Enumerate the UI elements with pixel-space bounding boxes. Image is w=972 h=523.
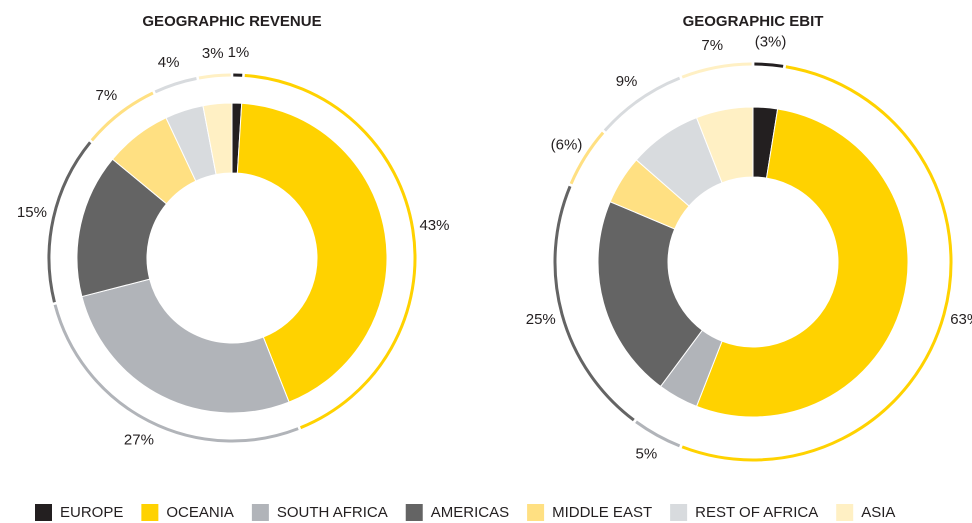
donut-slice bbox=[695, 106, 754, 184]
chart-title: GEOGRAPHIC EBIT bbox=[683, 13, 824, 30]
legend-label: OCEANIA bbox=[166, 504, 234, 521]
legend-label: MIDDLE EAST bbox=[552, 504, 652, 521]
ring-arc bbox=[47, 141, 92, 303]
legend-swatch bbox=[405, 504, 423, 521]
ring-arc bbox=[569, 131, 605, 185]
donut-slice bbox=[695, 108, 909, 418]
legend-swatch bbox=[670, 504, 688, 521]
legend-label: EUROPE bbox=[60, 504, 123, 521]
data-label: 7% bbox=[701, 37, 723, 54]
data-label: 3% bbox=[202, 45, 224, 62]
data-label: 4% bbox=[158, 54, 180, 71]
donut-slice bbox=[597, 201, 704, 388]
data-label: 9% bbox=[616, 73, 638, 90]
donut-slice bbox=[202, 102, 233, 176]
data-label: 1% bbox=[228, 44, 250, 61]
legend-swatch bbox=[141, 504, 159, 521]
data-label: 7% bbox=[96, 87, 118, 104]
ring-arc bbox=[681, 65, 953, 462]
data-label: 27% bbox=[124, 432, 154, 449]
legend-swatch bbox=[251, 504, 269, 521]
data-label: 15% bbox=[17, 204, 47, 221]
data-label: (3%) bbox=[755, 34, 787, 51]
legend-swatch bbox=[527, 504, 545, 521]
ring-arc bbox=[603, 76, 681, 132]
legend-swatch bbox=[836, 504, 854, 521]
ring-arc bbox=[754, 62, 784, 68]
ring-arc bbox=[244, 73, 417, 430]
legend-label: AMERICAS bbox=[431, 504, 509, 521]
legend-label: REST OF AFRICA bbox=[695, 504, 818, 521]
ring-arc bbox=[198, 73, 231, 80]
legend-label: SOUTH AFRICA bbox=[277, 504, 388, 521]
data-label: (6%) bbox=[551, 136, 583, 153]
ring-arc bbox=[53, 304, 299, 443]
data-label: 63% bbox=[950, 311, 972, 328]
ring-arc bbox=[90, 91, 154, 142]
donut-slice bbox=[236, 102, 388, 403]
data-label: 25% bbox=[526, 311, 556, 328]
donut-slice bbox=[81, 278, 290, 414]
data-label: 5% bbox=[636, 445, 658, 462]
ring-arc bbox=[553, 185, 635, 422]
ring-arc bbox=[154, 77, 197, 94]
ring-arc bbox=[635, 420, 681, 448]
legend-label: ASIA bbox=[861, 504, 895, 521]
data-label: 43% bbox=[419, 217, 449, 234]
chart-title: GEOGRAPHIC REVENUE bbox=[142, 13, 321, 30]
legend-swatch bbox=[35, 504, 52, 521]
ring-arc bbox=[681, 62, 752, 79]
